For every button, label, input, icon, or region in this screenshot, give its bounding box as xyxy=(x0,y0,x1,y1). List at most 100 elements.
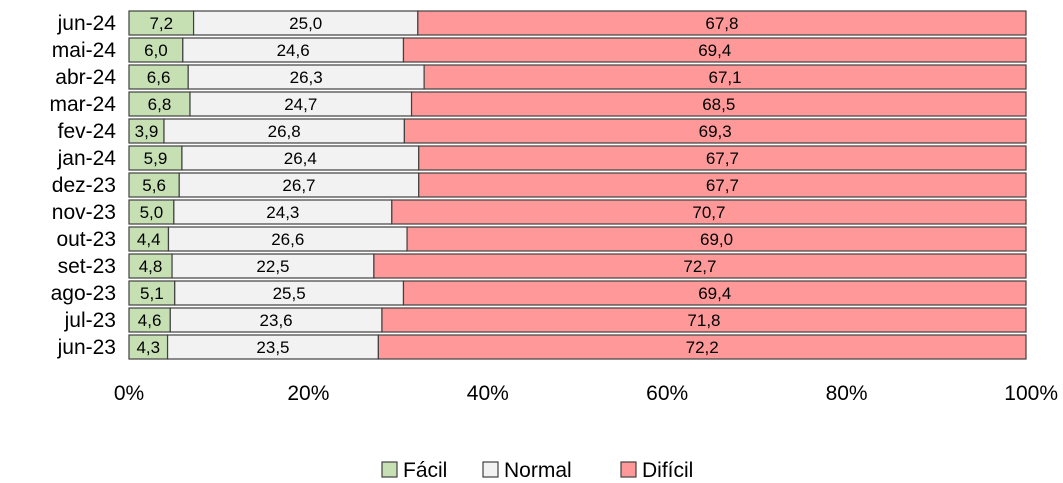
bar-difcil-abr-24 xyxy=(423,64,1027,90)
bar-normal-fev-24 xyxy=(163,118,405,144)
category-label: fev-24 xyxy=(58,120,117,143)
category-label: mai-24 xyxy=(52,39,117,62)
category-label: ago-23 xyxy=(51,282,116,305)
data-label: 24,6 xyxy=(277,41,310,60)
data-label: 25,0 xyxy=(289,14,322,33)
bar-difcil-dez-23 xyxy=(418,172,1027,198)
bar-normal-jun-24 xyxy=(192,10,419,36)
category-label: out-23 xyxy=(56,228,116,251)
data-label: 26,6 xyxy=(271,230,304,249)
data-label: 72,7 xyxy=(683,257,716,276)
bar-fcil-fev-24 xyxy=(128,118,165,144)
legend-swatch-difcil xyxy=(620,461,637,478)
data-label: 67,1 xyxy=(709,68,742,87)
bar-normal-nov-23 xyxy=(173,199,393,225)
data-label: 24,7 xyxy=(284,95,317,114)
bar-fcil-jan-24 xyxy=(128,145,183,171)
x-tick-label: 40% xyxy=(467,382,509,405)
category-label: mar-24 xyxy=(49,93,116,116)
bar-normal-jan-24 xyxy=(181,145,420,171)
data-label: 26,3 xyxy=(290,68,323,87)
x-tick-labels: 0% 20% 40% 60% 80% 100% xyxy=(114,382,1058,405)
data-label: 26,7 xyxy=(282,176,315,195)
data-label: 4,8 xyxy=(139,257,163,276)
bar-normal-jul-23 xyxy=(169,307,383,333)
bar-normal-dez-23 xyxy=(178,172,420,198)
bar-difcil-out-23 xyxy=(406,226,1027,252)
legend-label: Normal xyxy=(504,459,572,482)
bar-fcil-jun-24 xyxy=(128,10,195,36)
data-label: 67,7 xyxy=(706,149,739,168)
category-label: nov-23 xyxy=(52,201,116,224)
x-tick-label: 60% xyxy=(646,382,688,405)
data-label: 22,5 xyxy=(256,257,289,276)
x-tick-label: 20% xyxy=(287,382,329,405)
data-label: 24,3 xyxy=(266,203,299,222)
bar-fcil-set-23 xyxy=(128,253,173,279)
data-label: 6,8 xyxy=(148,95,172,114)
x-tick-label: 100% xyxy=(1004,382,1058,405)
bar-normal-abr-24 xyxy=(187,64,425,90)
bar-fcil-abr-24 xyxy=(128,64,189,90)
data-label: 23,6 xyxy=(260,311,293,330)
bar-fcil-dez-23 xyxy=(128,172,180,198)
data-label: 67,7 xyxy=(706,176,739,195)
legend-label: Fácil xyxy=(403,459,447,482)
bar-difcil-set-23 xyxy=(373,253,1027,279)
bar-fcil-jun-23 xyxy=(128,334,169,360)
legend: Fácil Normal Difícil xyxy=(381,459,693,482)
data-label: 26,8 xyxy=(268,122,301,141)
data-label: 71,8 xyxy=(687,311,720,330)
legend-label: Difícil xyxy=(642,459,693,482)
category-labels: jun-24 mai-24 abr-24 mar-24 fev-24 jan-24 dez-… xyxy=(49,12,116,359)
data-label: 6,0 xyxy=(144,41,168,60)
bar-difcil-ago-23 xyxy=(402,280,1027,306)
bar-difcil-fev-24 xyxy=(403,118,1027,144)
bar-fcil-mar-24 xyxy=(128,91,191,117)
bar-fcil-jul-23 xyxy=(128,307,171,333)
category-label: jul-23 xyxy=(64,309,116,332)
data-label: 69,4 xyxy=(698,41,731,60)
bar-difcil-nov-23 xyxy=(391,199,1027,225)
category-label: jan-24 xyxy=(57,147,117,170)
x-tick-label: 80% xyxy=(826,382,868,405)
bar-fcil-ago-23 xyxy=(128,280,176,306)
data-label: 6,6 xyxy=(147,68,171,87)
bars-group: 7,2 25,0 67,8 6,0 24,6 69,4 6,6 26,3 67,1 6,8 24,7… xyxy=(128,10,1027,360)
data-label: 23,5 xyxy=(256,338,289,357)
category-label: dez-23 xyxy=(52,174,116,197)
data-label: 26,4 xyxy=(284,149,317,168)
category-label: set-23 xyxy=(58,255,116,278)
bar-difcil-mar-24 xyxy=(410,91,1027,117)
bar-fcil-nov-23 xyxy=(128,199,175,225)
legend-swatch-fcil xyxy=(381,461,398,478)
bar-difcil-jul-23 xyxy=(381,307,1027,333)
category-label: jun-24 xyxy=(57,12,117,35)
bar-difcil-jan-24 xyxy=(418,145,1027,171)
category-label: jun-23 xyxy=(57,336,116,359)
data-label: 68,5 xyxy=(702,95,735,114)
data-label: 5,6 xyxy=(142,176,166,195)
bar-difcil-mai-24 xyxy=(402,37,1027,63)
category-label: abr-24 xyxy=(55,66,116,89)
data-label: 72,2 xyxy=(686,338,719,357)
data-label: 5,1 xyxy=(140,284,164,303)
data-label: 5,0 xyxy=(140,203,164,222)
x-tick-label: 0% xyxy=(114,382,144,405)
data-label: 4,4 xyxy=(137,230,161,249)
legend-swatch-normal xyxy=(482,461,499,478)
bar-fcil-out-23 xyxy=(128,226,170,252)
bar-normal-mai-24 xyxy=(182,37,405,63)
data-label: 69,4 xyxy=(698,284,731,303)
bar-difcil-jun-24 xyxy=(417,10,1027,36)
data-label: 69,3 xyxy=(699,122,732,141)
data-label: 3,9 xyxy=(135,122,159,141)
data-label: 4,6 xyxy=(138,311,162,330)
bar-normal-jun-23 xyxy=(166,334,379,360)
data-label: 25,5 xyxy=(273,284,306,303)
data-label: 67,8 xyxy=(705,14,738,33)
bar-normal-set-23 xyxy=(171,253,375,279)
bar-difcil-jun-23 xyxy=(377,334,1027,360)
data-label: 70,7 xyxy=(692,203,725,222)
